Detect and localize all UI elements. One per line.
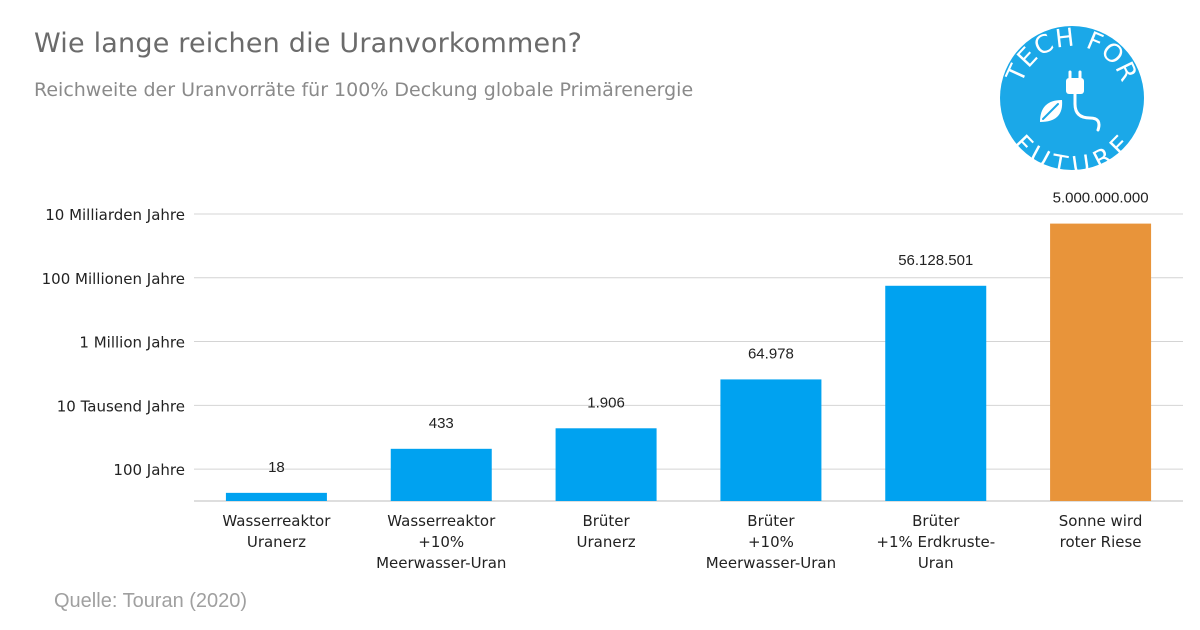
tech-for-future-logo: TECH FOR FUTURE [1000,22,1144,181]
y-tick-label: 100 Millionen Jahre [42,270,185,288]
bar [555,428,657,501]
source-note: Quelle: Touran (2020) [54,590,248,612]
x-category-label: Brüter +1% Erdkruste-Uran [876,512,995,572]
y-tick-label: 10 Milliarden Jahre [45,206,185,224]
logo-circle [1000,26,1144,170]
x-category-label: Wasserreaktor +10% Meerwasser-Uran [376,512,506,572]
bar-value-label: 18 [268,459,285,476]
chart-subtitle: Reichweite der Uranvorräte für 100% Deck… [34,79,694,101]
bar [225,492,327,501]
x-category-label: Sonne wird roter Riese [1059,512,1143,551]
bar [1050,223,1152,501]
y-tick-label: 10 Tausend Jahre [57,397,185,415]
plug-leaf-icon [1040,70,1101,132]
x-category-label: Wasserreaktor Uranerz [222,512,331,551]
bar [885,285,987,501]
bar-value-label: 56.128.501 [898,252,973,269]
bar-value-label: 64.978 [748,345,794,362]
bar-value-label: 1.906 [587,394,625,411]
x-category-label: Brüter +10% Meerwasser-Uran [706,512,836,572]
y-tick-label: 1 Million Jahre [79,334,185,352]
chart-title: Wie lange reichen die Uranvorkommen? [34,28,583,59]
x-category-label: Brüter Uranerz [577,512,636,551]
bar [390,448,492,501]
y-tick-label: 100 Jahre [113,461,185,479]
bar-value-label: 433 [429,415,454,432]
bar [720,379,822,501]
bar-value-label: 5.000.000.000 [1053,190,1149,207]
